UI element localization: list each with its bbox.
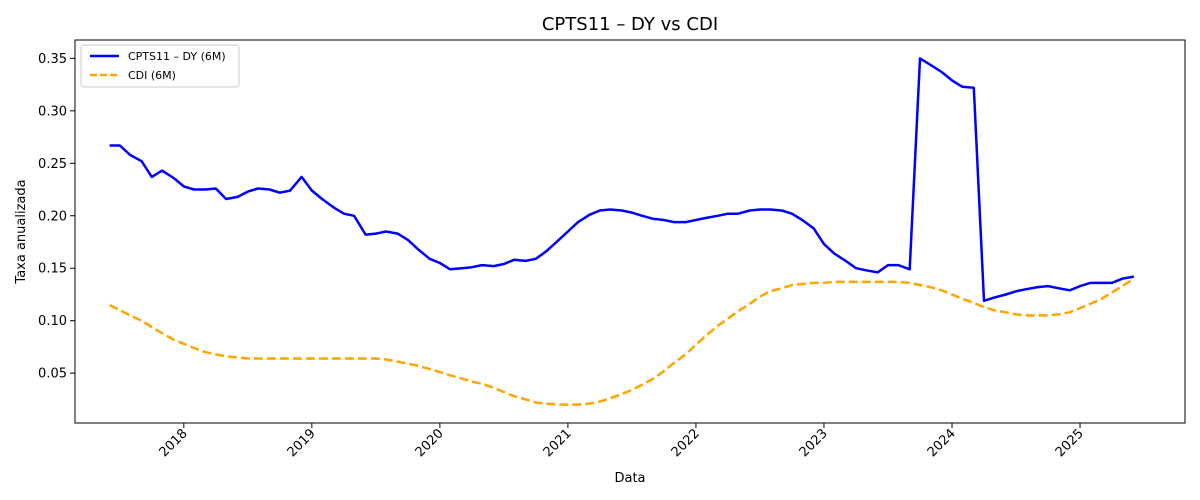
x-tick-label: 2025 xyxy=(1053,426,1087,460)
y-tick-label: 0.15 xyxy=(38,262,67,277)
x-tick-label: 2024 xyxy=(925,426,959,460)
y-tick-label: 0.10 xyxy=(38,314,67,329)
x-tick-label: 2020 xyxy=(413,426,447,460)
y-tick-label: 0.25 xyxy=(38,157,67,172)
legend-label: CDI (6M) xyxy=(128,69,176,82)
y-axis: 0.05 0.10 0.15 0.20 0.25 0.30 0.35 xyxy=(38,52,75,382)
series-line-cdi xyxy=(109,277,1135,406)
x-tick-label: 2018 xyxy=(157,426,191,460)
y-tick-label: 0.35 xyxy=(38,52,67,67)
y-axis-label: Taxa anualizada xyxy=(14,179,29,284)
series-layer xyxy=(109,57,1135,406)
plot-area xyxy=(74,39,1186,424)
y-tick-label: 0.30 xyxy=(38,104,67,119)
legend: CPTS11 – DY (6M) CDI (6M) xyxy=(80,44,240,88)
y-tick-label: 0.20 xyxy=(38,209,67,224)
series-line-dy xyxy=(109,57,1135,303)
legend-label: CPTS11 – DY (6M) xyxy=(128,50,226,63)
y-tick-label: 0.05 xyxy=(38,367,67,382)
x-tick-label: 2023 xyxy=(797,426,831,460)
x-tick-label: 2022 xyxy=(669,426,703,460)
legend-box xyxy=(80,44,240,88)
x-axis: 2018 2019 2020 2021 2022 2023 2024 2025 xyxy=(157,423,1087,460)
chart-title: CPTS11 – DY vs CDI xyxy=(542,14,718,35)
x-tick-label: 2021 xyxy=(541,426,575,460)
x-tick-label: 2019 xyxy=(285,426,319,460)
x-axis-label: Data xyxy=(614,471,645,486)
